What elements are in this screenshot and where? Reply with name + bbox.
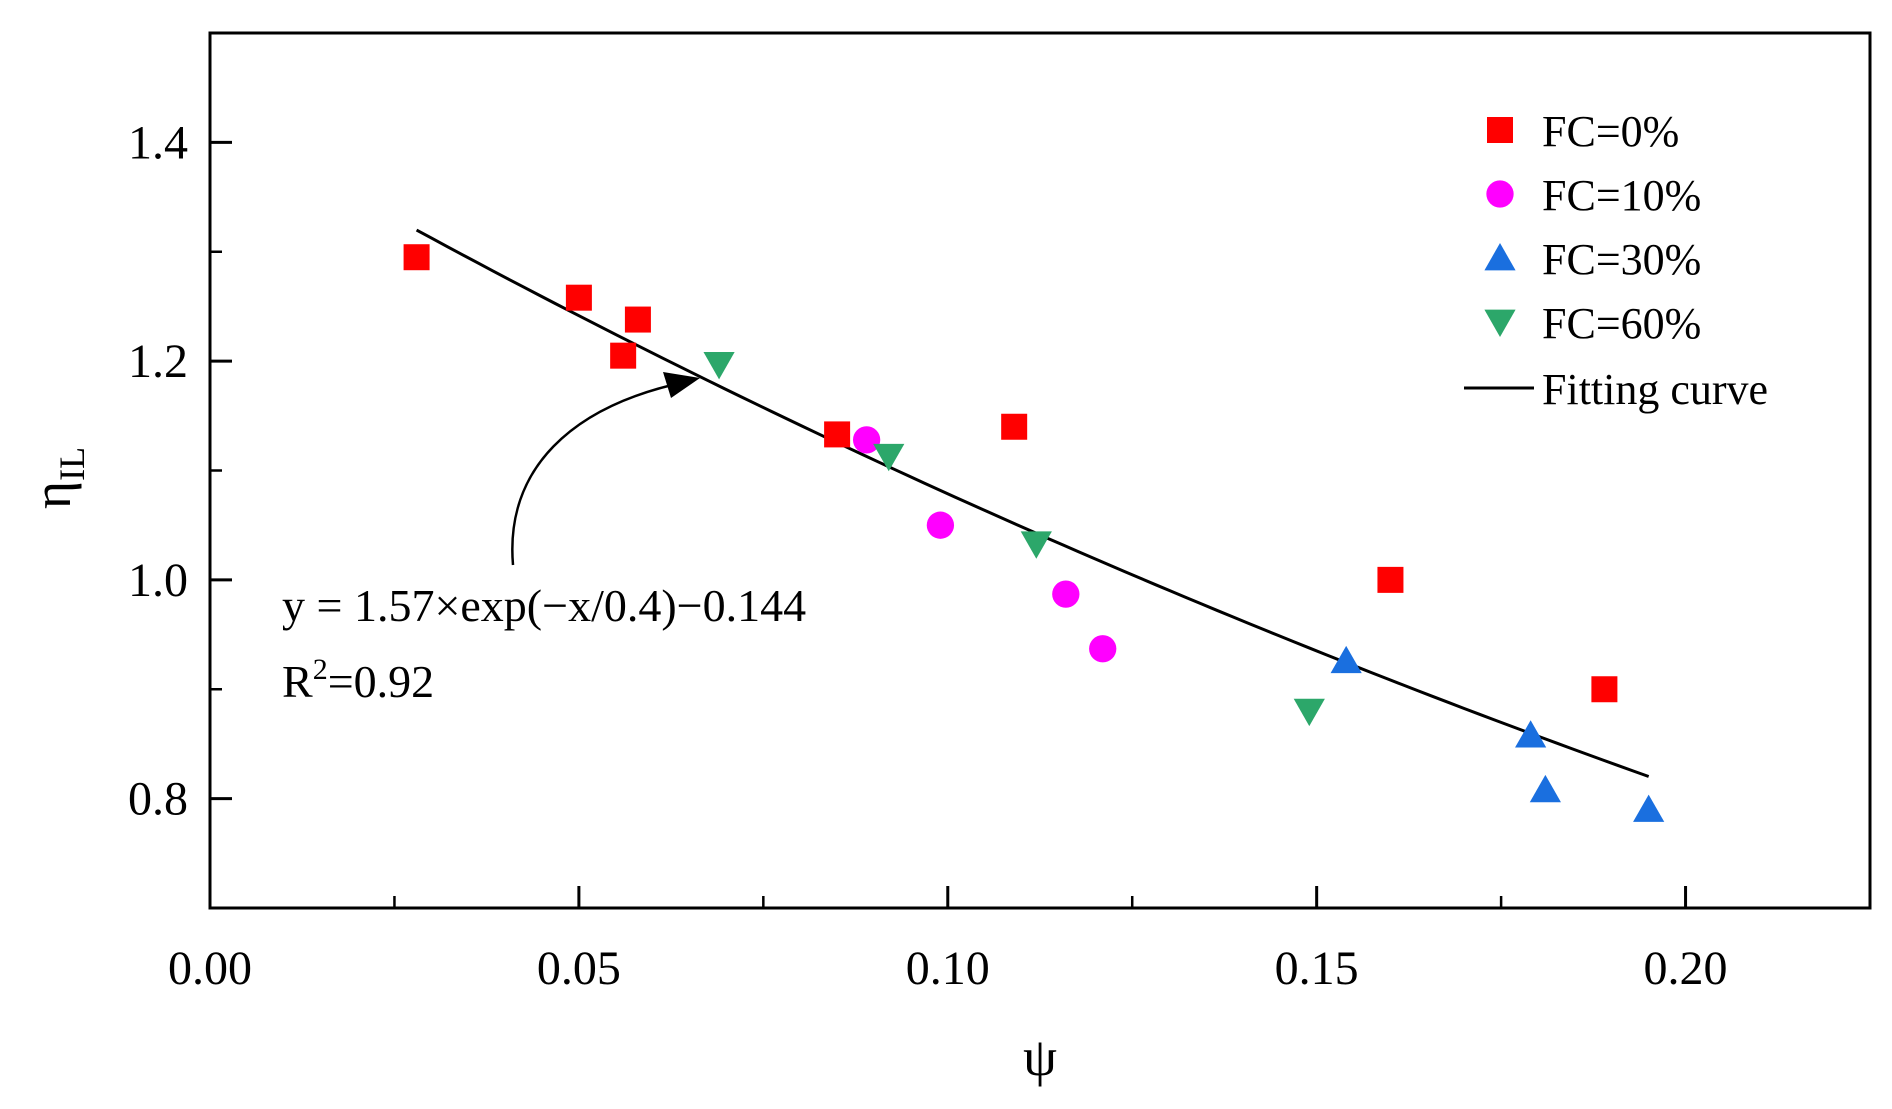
axes: 0.00 0.05 0.10 0.15 0.20 0.8 1.0 1.2 1.4: [128, 31, 1872, 995]
plot-layer: [403, 228, 1665, 822]
y-tick-label: 1.4: [128, 116, 188, 169]
data-point-fc-0: [610, 342, 637, 369]
data-point-fc-10: [926, 511, 955, 539]
data-point-fc-60: [1293, 698, 1325, 727]
fit-r-squared: R2=0.92: [282, 653, 434, 707]
data-point-fc-0: [1377, 566, 1404, 593]
y-tick-label: 1.2: [128, 335, 188, 388]
legend: FC=0% FC=10% FC=30% FC=60% Fitting curve: [1464, 107, 1768, 414]
legend-marker: [1484, 243, 1516, 271]
data-point-fc-30: [1633, 794, 1665, 822]
data-point-fc-30: [1330, 645, 1362, 674]
y-tick-label: 1.0: [128, 554, 188, 607]
data-point-fc-0: [403, 244, 430, 271]
x-tick-label: 0.10: [906, 942, 990, 995]
data-point-fc-0: [624, 306, 651, 333]
legend-label: FC=0%: [1542, 107, 1679, 156]
fitting-curve-line: [415, 228, 1650, 778]
legend-marker: [1484, 309, 1516, 337]
legend-marker: [1486, 180, 1514, 208]
y-axis-title-subscript: IL: [52, 447, 92, 481]
plot-frame: [208, 31, 1872, 910]
data-point-fc-0: [1001, 413, 1028, 440]
annotation-arrowhead: [663, 372, 700, 398]
data-point-fc-0: [565, 284, 592, 311]
legend-label: FC=30%: [1542, 235, 1701, 284]
y-axis-title-main: η: [22, 481, 82, 509]
data-point-fc-10: [852, 426, 881, 454]
x-tick-label: 0.20: [1644, 942, 1728, 995]
legend-label: Fitting curve: [1542, 365, 1768, 414]
y-axis-title: ηIL: [22, 447, 92, 509]
fit-equation: y = 1.57×exp(−x/0.4)−0.144: [282, 580, 806, 631]
annotation-arrow: [511, 379, 691, 566]
r-squared-value: =0.92: [328, 656, 434, 707]
data-point-fc-10: [1089, 635, 1117, 663]
legend-label: FC=10%: [1542, 171, 1701, 220]
data-point-fc-60: [873, 443, 905, 472]
r-squared-exponent: 2: [313, 653, 328, 686]
legend-label: FC=60%: [1542, 299, 1701, 348]
x-tick-label: 0.15: [1275, 942, 1359, 995]
x-tick-label: 0.05: [537, 942, 621, 995]
data-point-fc-30: [1515, 720, 1547, 748]
r-squared-label: R: [282, 656, 313, 707]
data-point-fc-10: [1052, 580, 1080, 608]
x-tick-label: 0.00: [168, 942, 252, 995]
svg-text:ηIL: ηIL: [22, 447, 92, 509]
data-point-fc-60: [703, 352, 735, 380]
data-point-fc-60: [1020, 531, 1052, 559]
data-point-fc-30: [1529, 774, 1561, 803]
x-axis-title: ψ: [1023, 1027, 1057, 1087]
y-tick-label: 0.8: [128, 773, 188, 826]
data-point-fc-0: [824, 421, 851, 448]
data-point-fc-0: [1591, 676, 1618, 703]
legend-marker: [1487, 117, 1513, 143]
